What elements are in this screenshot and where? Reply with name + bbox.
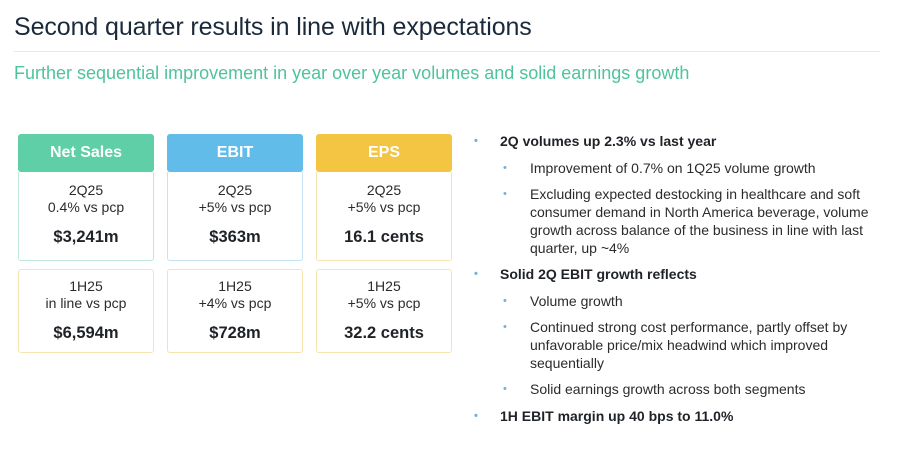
bullet-volumes-text: 2Q volumes up 2.3% vs last year: [500, 133, 717, 149]
bullet-icon: •: [474, 135, 478, 147]
net-sales-half-box: 1H25 in line vs pcp $6,594m: [18, 269, 154, 353]
sub-bullet-cost-performance: • Continued strong cost performance, par…: [472, 318, 892, 372]
eps-half-period: 1H25: [367, 278, 401, 294]
ebit-header: EBIT: [167, 134, 303, 172]
net-sales-quarter-box: 2Q25 0.4% vs pcp $3,241m: [18, 172, 154, 261]
bullet-ebit-growth: • Solid 2Q EBIT growth reflects: [472, 265, 892, 283]
bullet-ebit-margin-text: 1H EBIT margin up 40 bps to 11.0%: [500, 408, 734, 424]
bullet-icon: •: [503, 295, 507, 307]
eps-quarter-value: 16.1 cents: [344, 228, 424, 246]
net-sales-header: Net Sales: [18, 134, 154, 172]
ebit-quarter-box: 2Q25 +5% vs pcp $363m: [167, 172, 303, 261]
sub-bullet-segments: • Solid earnings growth across both segm…: [472, 380, 892, 398]
sub-bullet-segments-text: Solid earnings growth across both segmen…: [530, 381, 806, 397]
ebit-half-box: 1H25 +4% vs pcp $728m: [167, 269, 303, 353]
ebit-quarter-value: $363m: [209, 228, 261, 246]
eps-half-value: 32.2 cents: [344, 324, 424, 342]
sub-bullet-volume-growth-text: Volume growth: [530, 293, 623, 309]
eps-quarter-delta: +5% vs pcp: [347, 199, 421, 215]
sub-bullet-destocking-text: Excluding expected destocking in healthc…: [530, 186, 869, 256]
eps-quarter-period: 2Q25: [366, 182, 402, 198]
highlights-list: • 2Q volumes up 2.3% vs last year • Impr…: [472, 132, 892, 425]
eps-half-delta: +5% vs pcp: [347, 295, 421, 311]
net-sales-half-delta: in line vs pcp: [45, 295, 127, 311]
bullet-ebit-growth-text: Solid 2Q EBIT growth reflects: [500, 266, 697, 282]
net-sales-half-period: 1H25: [69, 278, 103, 294]
bullet-icon: •: [474, 268, 478, 280]
bullet-icon: •: [474, 410, 478, 422]
ebit-quarter-period: 2Q25: [217, 182, 253, 198]
net-sales-quarter-period: 2Q25: [68, 182, 104, 198]
net-sales-quarter-value: $3,241m: [53, 228, 119, 246]
title-divider: [14, 51, 880, 52]
sub-bullet-volume-growth: • Volume growth: [472, 292, 892, 310]
eps-quarter-box: 2Q25 +5% vs pcp 16.1 cents: [316, 172, 452, 261]
bullet-icon: •: [503, 321, 507, 333]
ebit-half-period: 1H25: [218, 278, 252, 294]
ebit-half-delta: +4% vs pcp: [198, 295, 272, 311]
ebit-quarter-delta: +5% vs pcp: [198, 199, 272, 215]
net-sales-quarter-delta: 0.4% vs pcp: [47, 199, 125, 215]
sub-bullet-destocking: • Excluding expected destocking in healt…: [472, 185, 892, 257]
eps-header: EPS: [316, 134, 452, 172]
sub-bullet-improvement: • Improvement of 0.7% on 1Q25 volume gro…: [472, 159, 892, 177]
sub-bullet-cost-performance-text: Continued strong cost performance, partl…: [530, 319, 848, 371]
page-title: Second quarter results in line with expe…: [14, 13, 532, 41]
net-sales-half-value: $6,594m: [53, 324, 119, 342]
bullet-ebit-margin: • 1H EBIT margin up 40 bps to 11.0%: [472, 407, 892, 425]
eps-card: EPS 2Q25 +5% vs pcp 16.1 cents: [316, 134, 452, 261]
bullet-icon: •: [503, 162, 507, 174]
ebit-card: EBIT 2Q25 +5% vs pcp $363m: [167, 134, 303, 261]
bullet-volumes: • 2Q volumes up 2.3% vs last year: [472, 132, 892, 150]
bullet-icon: •: [503, 383, 507, 395]
sub-bullet-improvement-text: Improvement of 0.7% on 1Q25 volume growt…: [530, 160, 816, 176]
ebit-half-value: $728m: [209, 324, 261, 342]
page-subtitle: Further sequential improvement in year o…: [14, 63, 690, 83]
bullet-icon: •: [503, 188, 507, 200]
net-sales-card: Net Sales 2Q25 0.4% vs pcp $3,241m: [18, 134, 154, 261]
eps-half-box: 1H25 +5% vs pcp 32.2 cents: [316, 269, 452, 353]
